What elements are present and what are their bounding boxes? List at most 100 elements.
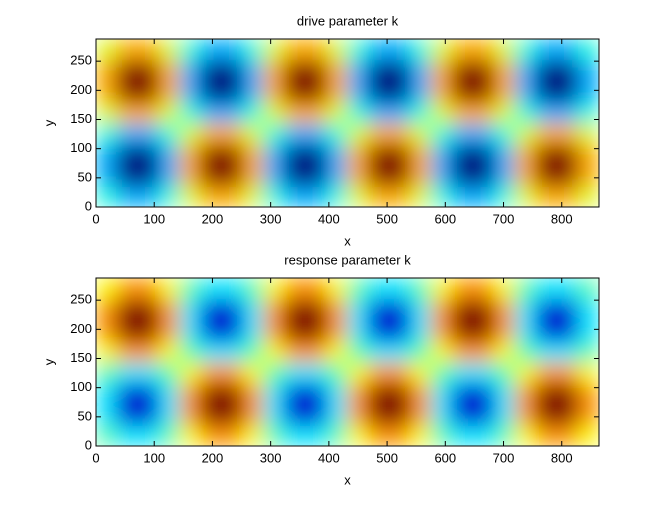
heat-cell — [388, 122, 411, 145]
heat-cell — [430, 403, 453, 426]
heat-cell — [347, 298, 369, 321]
heat-cell — [388, 361, 411, 384]
heat-cell — [409, 424, 432, 446]
heat-cell — [137, 298, 160, 321]
heat-cell — [221, 185, 244, 207]
heat-cell — [577, 185, 599, 207]
heat-cell — [409, 319, 432, 342]
axes-box — [95, 38, 600, 208]
heat-cell — [556, 298, 579, 321]
heat-cell — [326, 39, 348, 61]
heat-cell — [367, 101, 390, 124]
heat-cell — [409, 298, 432, 321]
heatmap — [96, 39, 599, 207]
heat-cell — [535, 319, 558, 342]
heat-cell — [305, 298, 328, 321]
heat-cell — [96, 340, 118, 363]
heat-cell — [347, 80, 369, 103]
heat-cell — [263, 298, 286, 321]
heat-cell — [535, 143, 558, 166]
heat-cell — [556, 361, 579, 384]
heat-cell — [514, 278, 537, 300]
heat-cell — [514, 80, 537, 103]
heat-cell — [221, 164, 244, 187]
heat-cell — [242, 143, 265, 166]
heat-cell — [451, 122, 474, 145]
heat-cell — [116, 403, 139, 426]
heat-cell — [200, 80, 223, 103]
heat-cell — [367, 59, 390, 82]
heat-cell — [200, 319, 223, 342]
heat-cell — [179, 122, 202, 145]
heat-cell — [200, 164, 223, 187]
heat-cell — [493, 424, 516, 446]
heat-cell — [556, 39, 579, 61]
heat-cell — [556, 80, 579, 103]
heat-cell — [451, 382, 474, 405]
heat-cell — [242, 80, 265, 103]
heat-cell — [96, 278, 118, 300]
heat-cell — [577, 319, 599, 342]
heat-cell — [493, 101, 516, 124]
heat-cell — [472, 143, 495, 166]
heat-cell — [158, 382, 181, 405]
heat-cell — [514, 101, 537, 124]
heat-cell — [577, 164, 599, 187]
heat-cell — [367, 382, 390, 405]
heat-cell — [347, 278, 369, 300]
heat-cell — [263, 80, 286, 103]
heat-cell — [535, 185, 558, 207]
heat-cell — [367, 278, 390, 300]
heat-cell — [305, 122, 328, 145]
heat-cell — [158, 361, 181, 384]
heat-cell — [367, 298, 390, 321]
heat-cell — [535, 122, 558, 145]
heat-cell — [535, 101, 558, 124]
heat-cell — [326, 340, 348, 363]
heat-cell — [200, 278, 223, 300]
x-tick-label: 0 — [92, 211, 99, 226]
heat-cell — [535, 403, 558, 426]
heat-cell — [263, 319, 286, 342]
chart-title: drive parameter k — [297, 13, 399, 28]
heat-cell — [116, 185, 139, 207]
heat-cell — [347, 403, 369, 426]
heat-cell — [200, 382, 223, 405]
heat-cell — [535, 361, 558, 384]
heat-cell — [367, 403, 390, 426]
heat-cell — [493, 340, 516, 363]
x-tick-label: 600 — [434, 450, 456, 465]
heat-cell — [535, 59, 558, 82]
heat-cell — [388, 278, 411, 300]
heat-cell — [430, 59, 453, 82]
x-tick-label: 400 — [318, 450, 340, 465]
x-tick-label: 500 — [376, 450, 398, 465]
plot-area — [96, 39, 599, 207]
heat-cell — [367, 340, 390, 363]
x-tick-label: 800 — [551, 211, 573, 226]
heat-cell — [388, 164, 411, 187]
heat-cell — [158, 59, 181, 82]
heat-cell — [200, 59, 223, 82]
heat-cell — [388, 39, 411, 61]
y-tick-label: 50 — [78, 169, 92, 184]
heat-cell — [116, 340, 139, 363]
heat-cell — [388, 319, 411, 342]
heat-cell — [367, 143, 390, 166]
heat-cell — [158, 403, 181, 426]
heat-cell — [514, 319, 537, 342]
heat-cell — [451, 143, 474, 166]
heat-cell — [179, 164, 202, 187]
heat-cell — [514, 424, 537, 446]
heat-cell — [326, 361, 348, 384]
heat-cell — [221, 424, 244, 446]
heat-cell — [137, 424, 160, 446]
heat-cell — [514, 298, 537, 321]
heatmap — [96, 278, 599, 446]
heat-cell — [242, 403, 265, 426]
heat-cell — [514, 361, 537, 384]
heat-cell — [451, 39, 474, 61]
heat-cell — [221, 80, 244, 103]
heat-cell — [137, 59, 160, 82]
heat-cell — [96, 80, 118, 103]
